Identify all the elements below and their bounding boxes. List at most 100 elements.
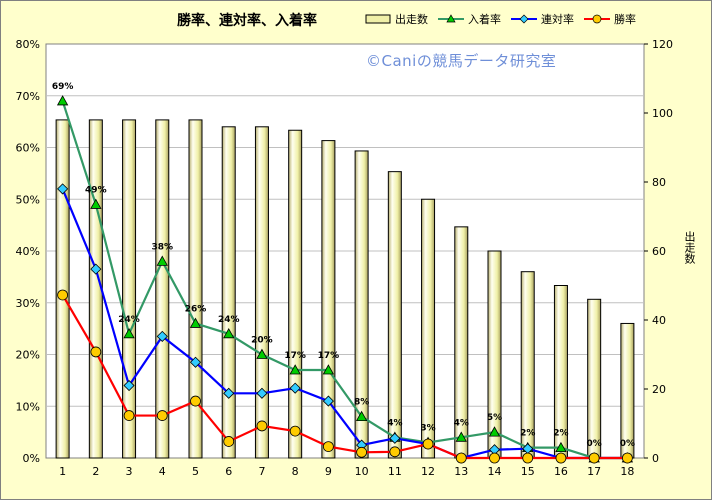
data-label-entry: 69% bbox=[52, 82, 74, 92]
series-line-entry bbox=[61, 100, 628, 460]
marker-entry bbox=[355, 410, 368, 422]
marker-entry bbox=[455, 431, 467, 442]
marker-win bbox=[356, 446, 368, 458]
y-left-tick-label: 0% bbox=[23, 452, 40, 465]
y-left-tick-label: 10% bbox=[16, 400, 40, 413]
x-tick-label: 3 bbox=[126, 465, 133, 478]
y-right-tick-label: 100 bbox=[652, 107, 673, 120]
marker-entry bbox=[189, 317, 202, 328]
legend-bar-swatch bbox=[365, 14, 391, 24]
x-tick-label: 9 bbox=[325, 465, 332, 478]
data-label-entry: 20% bbox=[251, 336, 273, 346]
marker-entry bbox=[156, 255, 168, 266]
data-label-entry: 24% bbox=[118, 315, 140, 325]
marker-win bbox=[489, 452, 500, 464]
marker-win bbox=[455, 452, 467, 464]
y-right-tick-label: 80 bbox=[652, 176, 666, 189]
bar-runs bbox=[155, 119, 170, 459]
marker-place bbox=[389, 432, 401, 444]
marker-entry bbox=[488, 426, 501, 437]
y-left-tick-label: 50% bbox=[16, 193, 40, 206]
x-tick-label: 14 bbox=[488, 465, 502, 478]
bar-runs bbox=[354, 150, 369, 459]
data-label-entry: 2% bbox=[520, 429, 535, 439]
marker-win bbox=[57, 289, 69, 301]
bar-runs bbox=[421, 198, 436, 459]
marker-place bbox=[322, 395, 334, 407]
x-tick-label: 8 bbox=[292, 465, 299, 478]
data-label-entry: 4% bbox=[387, 418, 402, 428]
x-tick-label: 11 bbox=[388, 465, 402, 478]
series-line-win bbox=[61, 294, 628, 460]
marker-place bbox=[256, 387, 268, 399]
x-tick-label: 18 bbox=[620, 465, 634, 478]
y-right-tick-label: 40 bbox=[652, 314, 666, 327]
marker-win bbox=[588, 452, 600, 464]
bar-runs bbox=[55, 119, 70, 459]
marker-win bbox=[289, 425, 301, 437]
x-tick-label: 17 bbox=[587, 465, 601, 478]
marker-entry bbox=[223, 327, 235, 339]
marker-win bbox=[389, 446, 401, 458]
x-tick-label: 4 bbox=[159, 465, 166, 478]
x-tick-label: 10 bbox=[355, 465, 369, 478]
bar-runs bbox=[387, 171, 402, 459]
series-line-place bbox=[61, 188, 628, 460]
legend-item-runs: 出走数 bbox=[365, 11, 428, 27]
marker-place bbox=[90, 263, 102, 275]
data-label-entry: 3% bbox=[420, 423, 435, 433]
y-right-tick-label: 60 bbox=[652, 245, 666, 258]
data-label-entry: 0% bbox=[620, 439, 635, 449]
marker-entry bbox=[56, 95, 69, 106]
marker-win bbox=[123, 410, 135, 421]
data-label-entry: 49% bbox=[85, 185, 107, 195]
data-label-entry: 38% bbox=[152, 242, 174, 252]
bar-runs bbox=[620, 322, 635, 459]
x-tick-label: 13 bbox=[454, 465, 468, 478]
marker-win bbox=[522, 452, 534, 464]
marker-win bbox=[555, 452, 567, 464]
x-tick-label: 6 bbox=[225, 465, 232, 478]
y-left-tick-label: 30% bbox=[16, 297, 40, 310]
marker-place bbox=[189, 356, 202, 368]
x-tick-label: 16 bbox=[554, 465, 568, 478]
legend-place-swatch bbox=[511, 14, 537, 24]
x-tick-label: 7 bbox=[258, 465, 265, 478]
data-label-entry: 17% bbox=[284, 351, 306, 361]
data-label-entry: 8% bbox=[354, 398, 369, 408]
watermark: ©Caniの競馬データ研究室 bbox=[366, 52, 557, 70]
marker-place bbox=[289, 382, 301, 394]
legend-item-win: 勝率 bbox=[584, 11, 636, 27]
legend-item-entry: 入着率 bbox=[438, 11, 501, 27]
marker-entry bbox=[322, 364, 335, 375]
bar-runs bbox=[254, 126, 269, 459]
bar-runs bbox=[587, 298, 602, 459]
marker-win bbox=[156, 410, 168, 421]
bar-runs bbox=[188, 119, 203, 459]
legend: 出走数 入着率 連対率 勝率 bbox=[365, 8, 636, 30]
y-left-tick-label: 20% bbox=[16, 349, 40, 362]
x-tick-label: 1 bbox=[59, 465, 66, 478]
x-tick-label: 5 bbox=[192, 465, 199, 478]
y-left-tick-label: 80% bbox=[16, 38, 40, 51]
marker-win bbox=[322, 441, 334, 453]
legend-label-entry: 入着率 bbox=[468, 13, 501, 26]
x-tick-label: 2 bbox=[92, 465, 99, 478]
marker-win bbox=[190, 395, 201, 407]
chart-title: 勝率、連対率、入着率 bbox=[177, 13, 317, 29]
x-tick-label: 15 bbox=[521, 465, 535, 478]
data-label-entry: 26% bbox=[185, 304, 207, 314]
legend-label-win: 勝率 bbox=[614, 13, 636, 26]
legend-entry-swatch bbox=[438, 14, 464, 23]
marker-entry bbox=[289, 364, 301, 375]
data-label-entry: 24% bbox=[218, 315, 240, 325]
marker-entry bbox=[90, 198, 102, 209]
y-right-tick-label: 120 bbox=[652, 38, 673, 51]
legend-item-place: 連対率 bbox=[511, 11, 574, 27]
y-right-tick-label: 0 bbox=[652, 452, 659, 465]
legend-label-runs: 出走数 bbox=[395, 13, 428, 26]
y-right-tick-label: 20 bbox=[652, 383, 666, 396]
marker-win bbox=[422, 438, 434, 450]
